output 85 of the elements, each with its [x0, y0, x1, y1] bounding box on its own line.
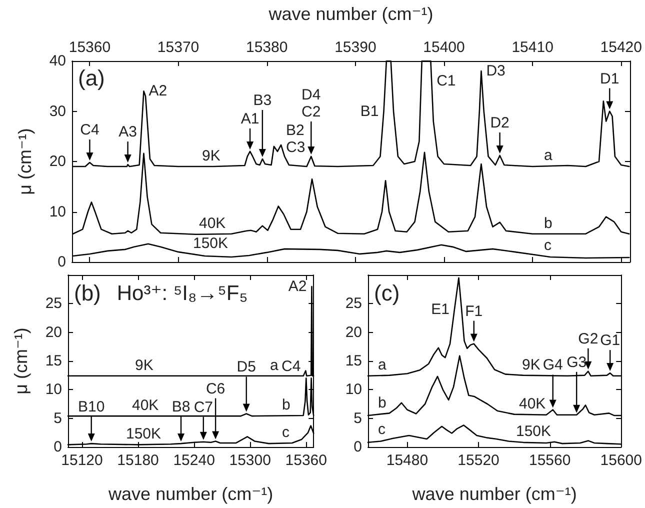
annotation: C1 — [436, 72, 456, 90]
y-tick-label: 20 — [345, 324, 362, 341]
x-axis-title: wave number (cm⁻¹) — [411, 484, 577, 504]
legend-label: 40K — [519, 395, 546, 412]
x-tick-label: 15380 — [246, 39, 288, 56]
series-label: 150K — [193, 235, 228, 252]
series-label: 40K — [132, 397, 159, 414]
legend-label: 9K — [202, 147, 220, 164]
annotation: E1 — [431, 300, 450, 318]
annotation: G1 — [600, 332, 620, 350]
y-tick-label: 0 — [354, 438, 362, 456]
legend-label: 150K — [126, 425, 162, 442]
annotation: B1 — [360, 102, 379, 120]
annotation: A1 — [240, 110, 260, 128]
x-tick-label: 15360 — [285, 452, 328, 469]
annotation: a — [378, 356, 387, 374]
annotation: b — [282, 396, 290, 414]
x-axis-title: wave number (cm⁻¹) — [108, 484, 274, 504]
x-tick-label: 15360 — [68, 39, 111, 56]
annotation: Ho³⁺: ⁵I₈→⁵F₅ — [116, 282, 248, 305]
y-tick-label: 0 — [58, 254, 66, 270]
x-tick-label: 15400 — [423, 39, 465, 56]
annotation: D2 — [490, 114, 510, 132]
annotation: c — [544, 237, 552, 254]
series-label: 40K — [199, 214, 226, 232]
x-tick-label: 15480 — [386, 452, 428, 469]
y-tick-label: 20 — [49, 153, 66, 170]
annotation: D5 — [236, 358, 256, 376]
annotation: A2 — [288, 278, 307, 295]
series-label: 9K — [522, 356, 540, 374]
annotation: F1 — [465, 302, 483, 320]
x-tick-label: 15560 — [528, 452, 571, 469]
annotation: c — [378, 421, 386, 438]
annotation: a — [544, 146, 553, 164]
y-tick-label: 15 — [345, 352, 362, 370]
x-tick-label: 15410 — [512, 39, 554, 56]
y-axis-title: μ (cm⁻¹) — [15, 128, 35, 195]
x-tick-label: 15370 — [157, 39, 200, 56]
annotation: B10 — [78, 398, 105, 416]
annotation: c — [282, 424, 290, 442]
y-tick-label: 15 — [45, 352, 62, 370]
x-tick-label: 15600 — [600, 452, 642, 469]
annotation: G2 — [578, 330, 598, 348]
annotation: a — [270, 356, 279, 374]
y-tick-label: 5 — [54, 410, 62, 427]
y-axis-title: μ (cm⁻¹) — [11, 328, 31, 394]
x-tick-label: 15240 — [173, 452, 215, 469]
annotation: D3 — [486, 62, 506, 80]
x-tick-label: 15120 — [61, 452, 103, 469]
annotation: b — [544, 214, 552, 232]
annotation: D1 — [600, 70, 620, 88]
series-label: 9K — [135, 356, 154, 374]
annotation: C4 — [282, 358, 301, 376]
annotation: B3 — [253, 92, 272, 109]
y-tick-label: 0 — [54, 438, 62, 456]
annotation: D4 C2 — [302, 86, 321, 120]
annotation: A2 — [148, 82, 168, 100]
chart-title: (a) — [78, 66, 105, 90]
y-tick-label: 25 — [45, 295, 62, 312]
annotation: G4 — [542, 356, 563, 374]
x-tick-label: 15180 — [117, 452, 159, 469]
annotation: b — [378, 394, 386, 412]
annotation: A3 — [118, 124, 137, 141]
annotation: G3 — [566, 354, 587, 371]
x-tick-label: 15300 — [229, 452, 271, 469]
annotation: C7 — [194, 398, 214, 416]
x-axis-title: wave number (cm⁻¹) — [268, 4, 434, 24]
y-tick-label: 20 — [45, 324, 62, 341]
annotation: C4 — [80, 122, 100, 139]
y-tick-label: 10 — [45, 381, 62, 398]
x-tick-label: 15390 — [334, 39, 376, 56]
y-tick-label: 25 — [345, 295, 362, 312]
chart-title: (c) — [374, 280, 400, 306]
annotation: B8 — [172, 398, 190, 416]
annotation: C6 — [206, 380, 226, 398]
y-tick-label: 40 — [49, 52, 66, 70]
chart-title: (b) — [74, 280, 101, 306]
x-tick-label: 15420 — [600, 39, 642, 56]
y-tick-label: 5 — [354, 410, 362, 427]
annotation: B2 C3 — [286, 122, 306, 156]
y-tick-label: 10 — [49, 203, 66, 220]
y-tick-label: 10 — [345, 381, 362, 398]
series-label: 150K — [516, 422, 552, 440]
y-tick-label: 30 — [49, 102, 66, 120]
x-tick-label: 15520 — [458, 452, 500, 469]
